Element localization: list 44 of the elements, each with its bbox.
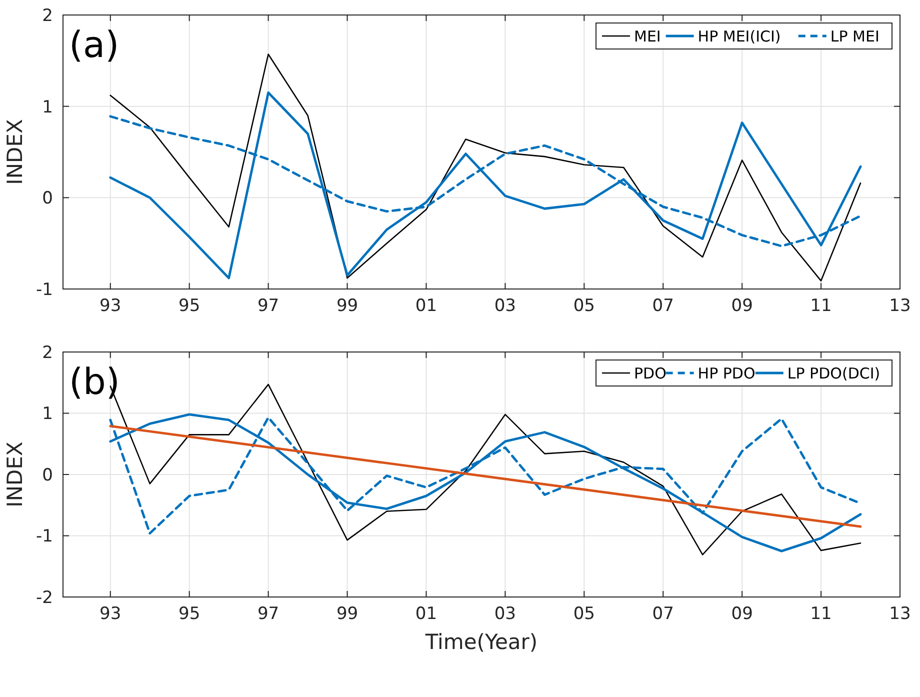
- x-tick-label: 09: [731, 604, 753, 624]
- y-tick-label: 2: [42, 6, 53, 26]
- annotation: (b): [69, 362, 120, 403]
- x-tick-label: 11: [810, 604, 832, 624]
- y-axis-title: INDEX: [3, 442, 27, 508]
- x-tick-label: 01: [415, 296, 438, 316]
- legend-label: LP MEI: [830, 27, 880, 46]
- x-tick-label: 07: [652, 604, 674, 624]
- line-series: [109, 91, 862, 280]
- legend-label: LP PDO(DCI): [787, 364, 880, 382]
- y-tick-label: -1: [36, 526, 53, 547]
- legend-label: HP PDO: [698, 364, 756, 382]
- y-tick-label: 0: [42, 465, 53, 486]
- x-tick-label: 99: [336, 604, 358, 624]
- y-tick-label: 1: [42, 404, 53, 424]
- y-tick-label: 1: [42, 97, 53, 118]
- legend-label: HP MEI(ICI): [698, 27, 781, 46]
- annotation: (a): [69, 25, 120, 66]
- x-tick-label: 03: [494, 296, 516, 316]
- y-tick-label: -1: [36, 280, 53, 300]
- x-tick-label: 09: [731, 296, 753, 316]
- x-tick-label: 07: [652, 296, 674, 316]
- x-tick-label: 99: [336, 296, 358, 316]
- x-tick-label: 93: [100, 296, 122, 316]
- x-tick-label: 11: [810, 296, 832, 316]
- y-axis-title: INDEX: [3, 119, 27, 185]
- x-tick-label: 97: [257, 604, 280, 624]
- x-tick-label: 03: [494, 604, 516, 624]
- x-tick-label: 13: [889, 604, 911, 624]
- x-tick-label: 01: [415, 604, 438, 624]
- legend-label: PDO: [634, 364, 666, 382]
- x-axis-title: Time(Year): [424, 630, 538, 654]
- x-tick-label: 05: [573, 604, 595, 624]
- x-tick-label: 05: [573, 296, 595, 316]
- legend-label: MEI: [634, 27, 661, 46]
- line-series: [109, 413, 862, 552]
- y-tick-label: 2: [42, 342, 53, 363]
- x-tick-label: 13: [889, 296, 911, 316]
- x-tick-label: 93: [100, 604, 122, 624]
- x-tick-label: 95: [178, 604, 200, 624]
- x-tick-label: 97: [257, 296, 280, 316]
- x-tick-label: 95: [178, 296, 200, 316]
- y-tick-label: -2: [36, 588, 53, 608]
- y-tick-label: 0: [42, 188, 53, 209]
